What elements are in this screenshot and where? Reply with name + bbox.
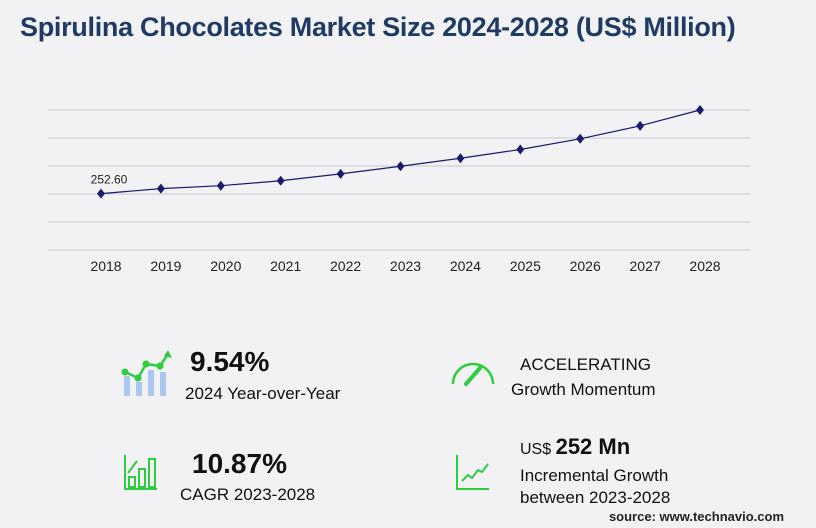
- line-chart: 2018 252.60 2019 2020 2021 2022 2023 2024 2025 20…: [48, 105, 750, 274]
- x-tick-label: 2026: [570, 258, 601, 274]
- x-tick-label: 2023: [390, 258, 421, 274]
- data-label: 252.60: [91, 173, 128, 187]
- source-text: source: www.technavio.com: [608, 509, 784, 524]
- x-tick-label: 2018: [90, 258, 121, 274]
- trend-up-icon: [456, 455, 489, 490]
- cagr-label: CAGR 2023-2028: [180, 485, 316, 504]
- data-point-2027: [636, 120, 645, 131]
- incremental-label-1: Incremental Growth: [520, 466, 669, 485]
- x-tick-label: 2027: [630, 258, 661, 274]
- x-tick-label: 2020: [210, 258, 241, 274]
- incremental-label-2: between 2023-2028: [520, 488, 671, 507]
- data-point-2021: [276, 175, 285, 186]
- speedometer-icon: [451, 362, 495, 386]
- data-point-2023: [396, 161, 405, 172]
- momentum-value: ACCELERATING: [520, 355, 651, 374]
- bar-chart-icon: [124, 455, 157, 490]
- cagr-value: 10.87%: [192, 448, 287, 479]
- incremental-amount: 252 Mn: [555, 434, 631, 459]
- data-point-2019: [156, 183, 165, 194]
- data-point-2022: [336, 168, 345, 179]
- chart-title: Spirulina Chocolates Market Size 2024-20…: [20, 12, 736, 42]
- growth-bars-icon: [121, 350, 172, 396]
- data-point-2020: [216, 180, 225, 191]
- data-point-2024: [456, 153, 465, 164]
- x-tick-label: 2028: [689, 258, 720, 274]
- series-line: [100, 109, 701, 195]
- x-tick-label: 2025: [510, 258, 541, 274]
- x-tick-label: 2021: [270, 258, 301, 274]
- yoy-label: 2024 Year-over-Year: [185, 384, 341, 403]
- data-point-2026: [576, 133, 585, 144]
- x-tick-label: 2022: [330, 258, 361, 274]
- yoy-value: 9.54%: [190, 346, 270, 377]
- incremental-value: US$ 252 Mn: [520, 434, 630, 460]
- data-point-2028: [696, 105, 704, 115]
- x-tick-label: 2024: [450, 258, 481, 274]
- data-point-2025: [516, 144, 525, 155]
- x-tick-label: 2019: [150, 258, 181, 274]
- momentum-label: Growth Momentum: [511, 380, 656, 399]
- currency-prefix: US$: [520, 441, 552, 458]
- data-point-2018: [97, 188, 105, 199]
